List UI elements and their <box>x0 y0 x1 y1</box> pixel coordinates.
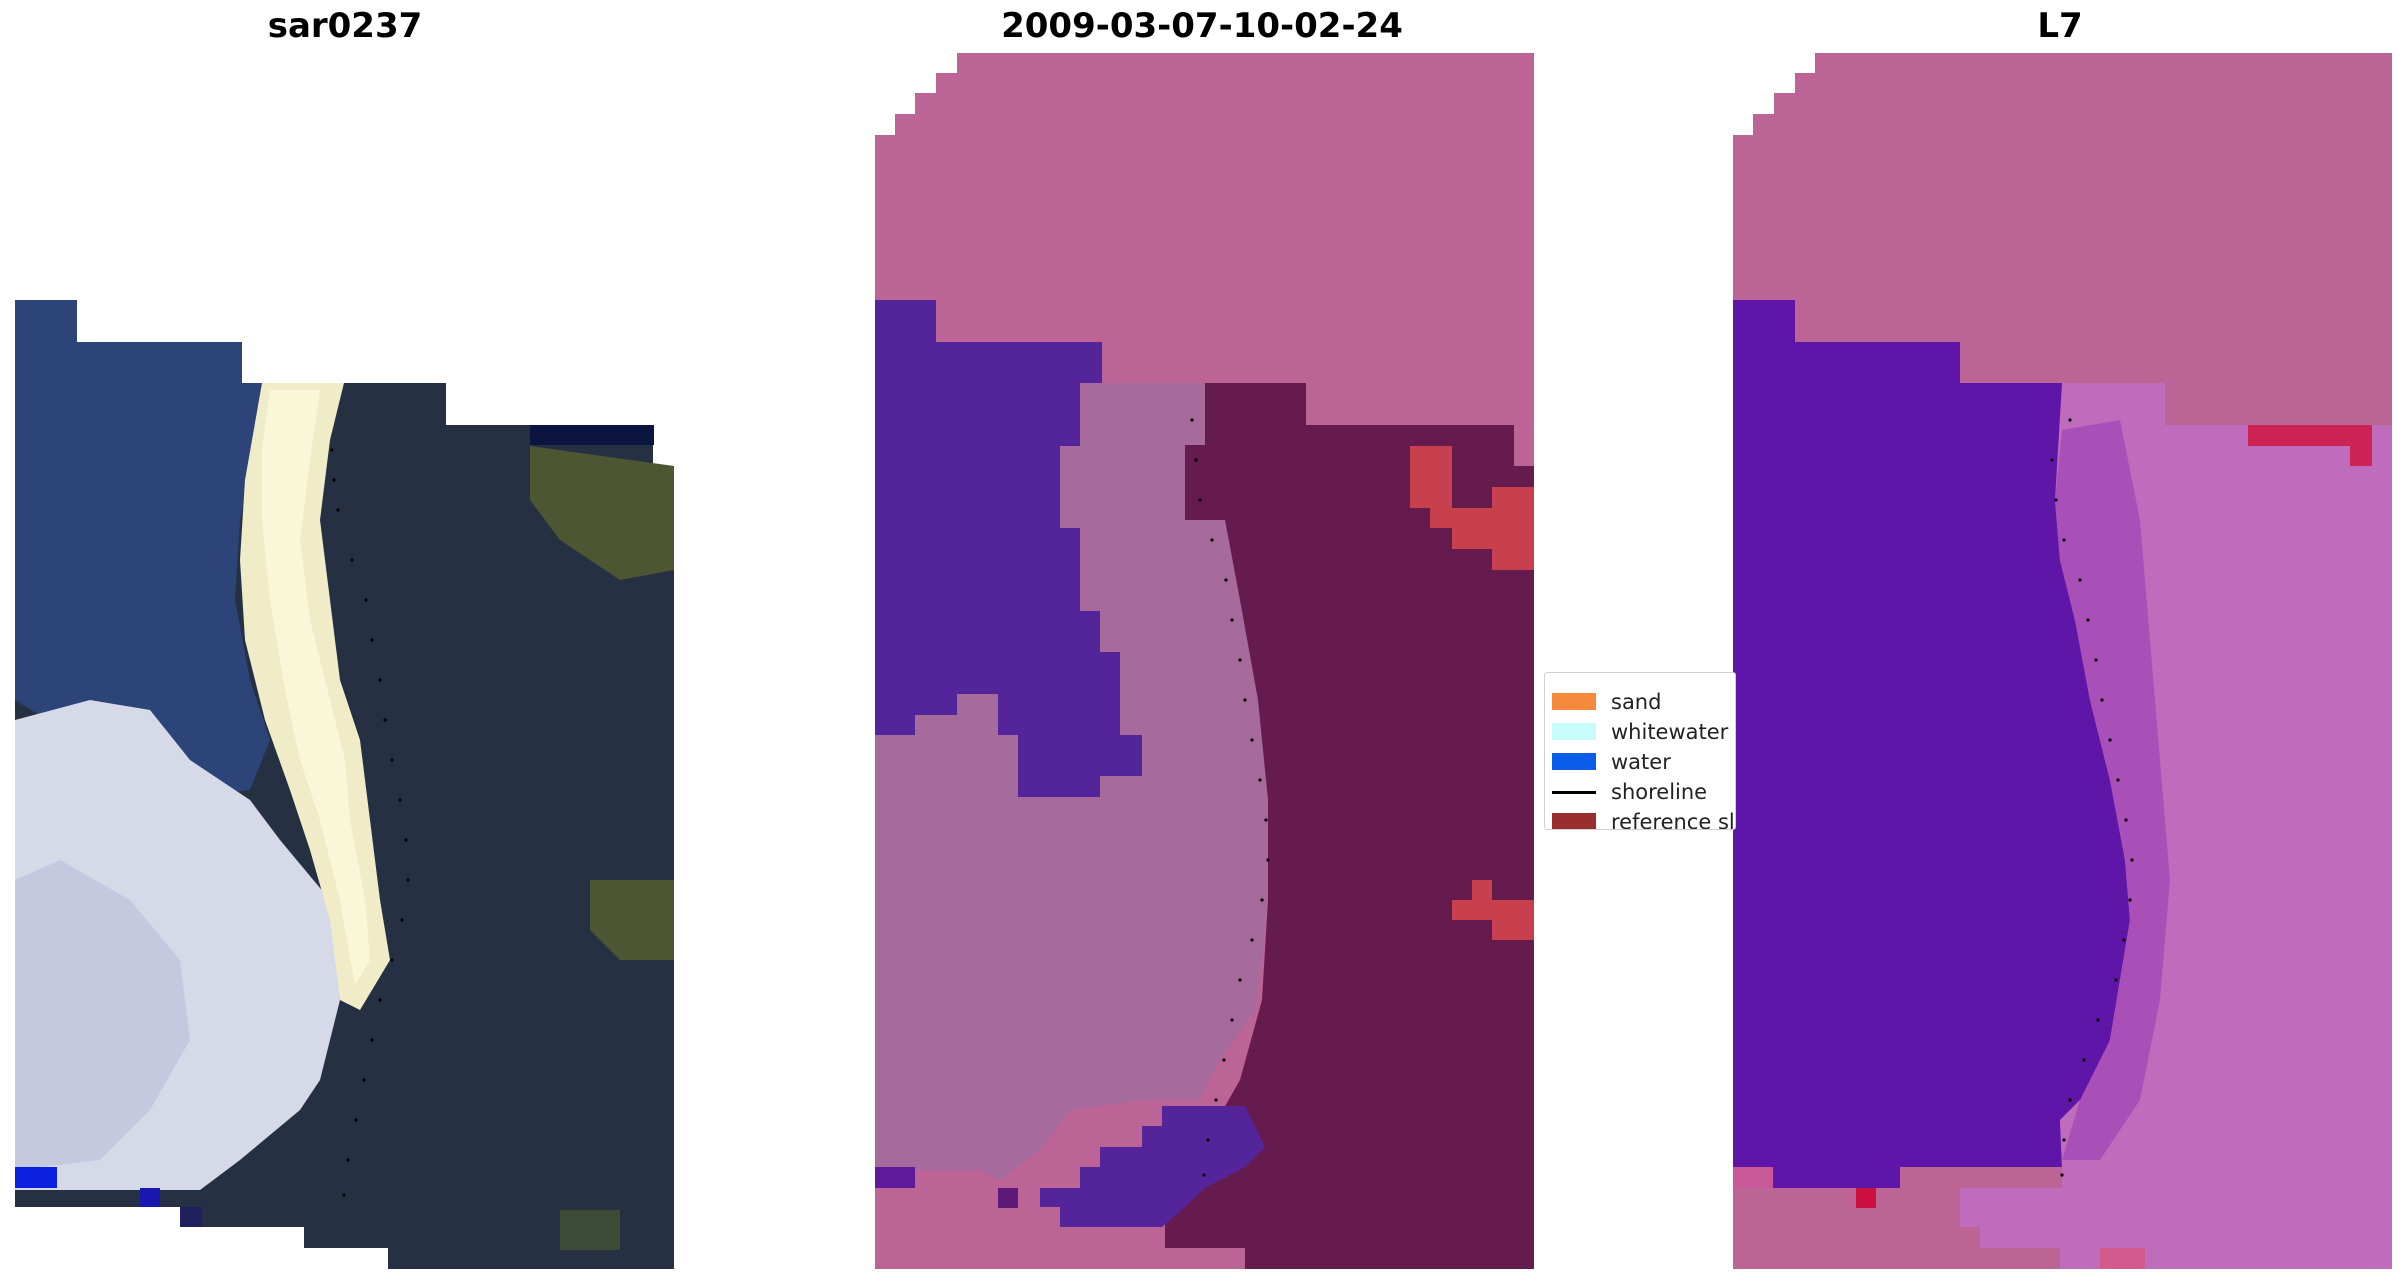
rgb-whitewater-2 <box>15 860 190 1170</box>
class-land <box>1165 383 1534 1269</box>
legend-label-water: water <box>1611 750 1671 774</box>
index-bottom-left <box>1733 1167 1773 1188</box>
rgb-shoreline <box>330 448 410 1197</box>
class-bright-2 <box>1452 880 1534 940</box>
legend-swatch-reference <box>1552 813 1596 829</box>
class-water-bottom <box>1040 1106 1265 1227</box>
classification-image <box>875 53 1534 1269</box>
panel-title-index: L7 <box>2037 6 2083 46</box>
rgb-sea <box>15 300 280 800</box>
legend: sand whitewater water shoreline referenc… <box>1544 672 1736 830</box>
class-water-pixel-1 <box>875 1167 915 1188</box>
index-land-shade <box>2055 420 2170 1160</box>
class-water-pixel-2 <box>998 1188 1018 1208</box>
class-bright-1 <box>1410 446 1534 570</box>
legend-line-shoreline <box>1552 791 1596 794</box>
rgb-dark-strip <box>530 425 654 445</box>
legend-label-sand: sand <box>1611 690 1662 714</box>
legend-label-whitewater: whitewater <box>1611 720 1729 744</box>
rgb-blue-pixel-1 <box>15 1167 57 1188</box>
index-bright-pixel <box>1856 1188 1876 1208</box>
index-bright-1 <box>2248 425 2372 466</box>
rgb-sand-bright <box>262 390 370 985</box>
panel-title-rgb: sar0237 <box>267 6 423 46</box>
index-water <box>1733 300 2130 1188</box>
legend-swatch-whitewater <box>1552 723 1596 740</box>
legend-swatch-sand <box>1552 693 1596 710</box>
class-shoreline <box>1190 418 1270 1177</box>
legend-label-reference: reference sl <box>1611 810 1735 830</box>
index-shoreline <box>2050 418 2134 1177</box>
rgb-blue-pixel-3 <box>180 1207 202 1227</box>
legend-label-shoreline: shoreline <box>1611 780 1708 804</box>
class-land-bottom <box>1245 1248 1288 1269</box>
index-image <box>1733 53 2392 1269</box>
class-water <box>875 300 1142 797</box>
panel-title-classification: 2009-03-07-10-02-24 <box>1001 6 1403 46</box>
rgb-image <box>15 300 674 1269</box>
class-sand <box>875 383 1268 1180</box>
legend-swatch-water <box>1552 753 1596 770</box>
rgb-vegetation-2 <box>590 880 674 960</box>
index-bottom-pink <box>2100 1248 2145 1269</box>
rgb-vegetation-1 <box>530 446 674 580</box>
rgb-blue-pixel-2 <box>140 1188 160 1207</box>
index-land <box>1960 383 2392 1269</box>
rgb-vegetation-3 <box>560 1210 620 1250</box>
